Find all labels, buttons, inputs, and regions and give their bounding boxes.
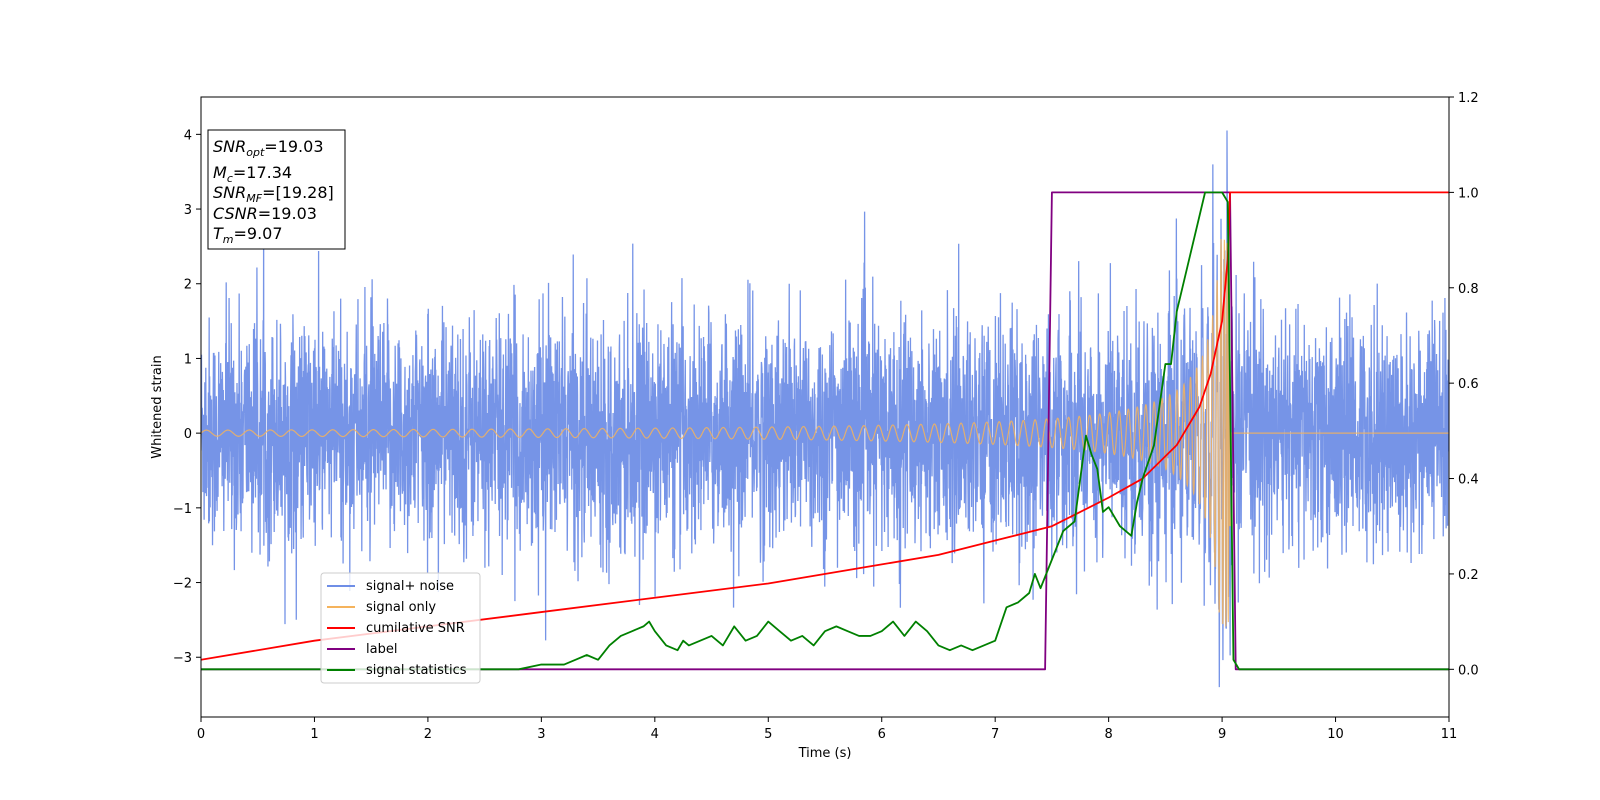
series-layer: [201, 130, 1449, 688]
legend-item-label: label: [327, 642, 397, 657]
x-tick-label: 1: [310, 727, 318, 742]
snr-opt-line: SNRopt=19.03: [213, 137, 324, 159]
y-axis-label: Whitened strain: [150, 355, 165, 458]
csnr-value: =19.03: [258, 204, 317, 223]
mc-value: =17.34: [233, 163, 292, 182]
y2-tick-label: 0.2: [1458, 568, 1479, 583]
x-tick-label: 3: [537, 727, 545, 742]
x-tick-label: 2: [424, 727, 432, 742]
legend-label-signal-noise: signal+ noise: [366, 579, 454, 594]
legend-label-cumulative-snr: cumilative SNR: [366, 621, 465, 636]
legend-item-signal-statistics: signal statistics: [327, 663, 467, 678]
series-line-signal-only: [201, 238, 1449, 627]
y-tick-label: 1: [184, 352, 192, 367]
y-axis-ticks: −3 −2 −1 0 1 2 3 4: [173, 128, 201, 666]
csnr-base: CSNR: [213, 204, 258, 223]
x-tick-label: 7: [991, 727, 999, 742]
y-tick-label: 3: [184, 203, 192, 218]
metrics-annotation: SNRopt=19.03 Mc=17.34 SNRMF=[19.28] CSNR…: [207, 129, 346, 250]
legend-label-label: label: [366, 642, 397, 657]
x-axis-ticks: 0 1 2 3 4 5 6 7 8 9 10 11: [197, 717, 1457, 742]
x-tick-label: 8: [1104, 727, 1112, 742]
y2-tick-label: 1.2: [1458, 91, 1479, 106]
x-tick-label: 5: [764, 727, 772, 742]
tm-base: T: [213, 224, 224, 243]
y-tick-label: 4: [184, 128, 192, 143]
snr-mf-sub: MF: [246, 192, 262, 205]
y2-axis-ticks: 0.0 0.2 0.4 0.6 0.8 1.0 1.2: [1449, 91, 1479, 678]
series-line-signal-noise: [201, 130, 1449, 688]
y-tick-label: −3: [173, 651, 192, 666]
x-tick-label: 6: [878, 727, 886, 742]
snr-mf-value: =[19.28]: [262, 183, 334, 202]
legend-item-signal-noise: signal+ noise: [327, 579, 454, 594]
legend-label-signal-statistics: signal statistics: [366, 663, 467, 678]
csnr-line: CSNR=19.03: [213, 204, 317, 223]
snr-opt-base: SNR: [213, 137, 246, 156]
legend-item-cumulative-snr: cumilative SNR: [327, 621, 465, 636]
legend-label-signal-only: signal only: [366, 600, 436, 615]
legend-item-signal-only: signal only: [327, 600, 436, 615]
mc-line: Mc=17.34: [213, 163, 292, 185]
y2-tick-label: 0.0: [1458, 663, 1479, 678]
legend: signal+ noise signal only cumilative SNR…: [320, 572, 481, 684]
y2-tick-label: 0.6: [1458, 377, 1479, 392]
y2-tick-label: 0.8: [1458, 282, 1479, 297]
series-line-cumulative-snr: [201, 191, 1449, 661]
y-tick-label: −1: [173, 502, 192, 517]
mc-sub: c: [227, 172, 233, 185]
y-tick-label: 0: [184, 427, 192, 442]
mc-base: M: [213, 163, 227, 182]
axes-frame: [200, 96, 1450, 718]
annotation-box: [207, 129, 346, 250]
tm-value: =9.07: [234, 224, 283, 243]
y-tick-label: 2: [184, 278, 192, 293]
y2-tick-label: 0.4: [1458, 473, 1479, 488]
snr-opt-value: =19.03: [264, 137, 323, 156]
x-tick-label: 0: [197, 727, 205, 742]
x-tick-label: 4: [651, 727, 659, 742]
x-tick-label: 11: [1441, 727, 1458, 742]
x-axis-label: Time (s): [798, 746, 852, 761]
y-tick-label: −2: [173, 577, 192, 592]
snr-mf-line: SNRMF=[19.28]: [213, 183, 334, 205]
x-tick-label: 10: [1327, 727, 1344, 742]
tm-sub: m: [223, 233, 234, 246]
legend-box: [320, 572, 481, 684]
tm-line: Tm=9.07: [213, 224, 283, 246]
y2-tick-label: 1.0: [1458, 186, 1479, 201]
snr-opt-sub: opt: [246, 146, 265, 159]
x-tick-label: 9: [1218, 727, 1226, 742]
series-line-signal-statistics: [201, 191, 1449, 671]
snr-mf-base: SNR: [213, 183, 246, 202]
